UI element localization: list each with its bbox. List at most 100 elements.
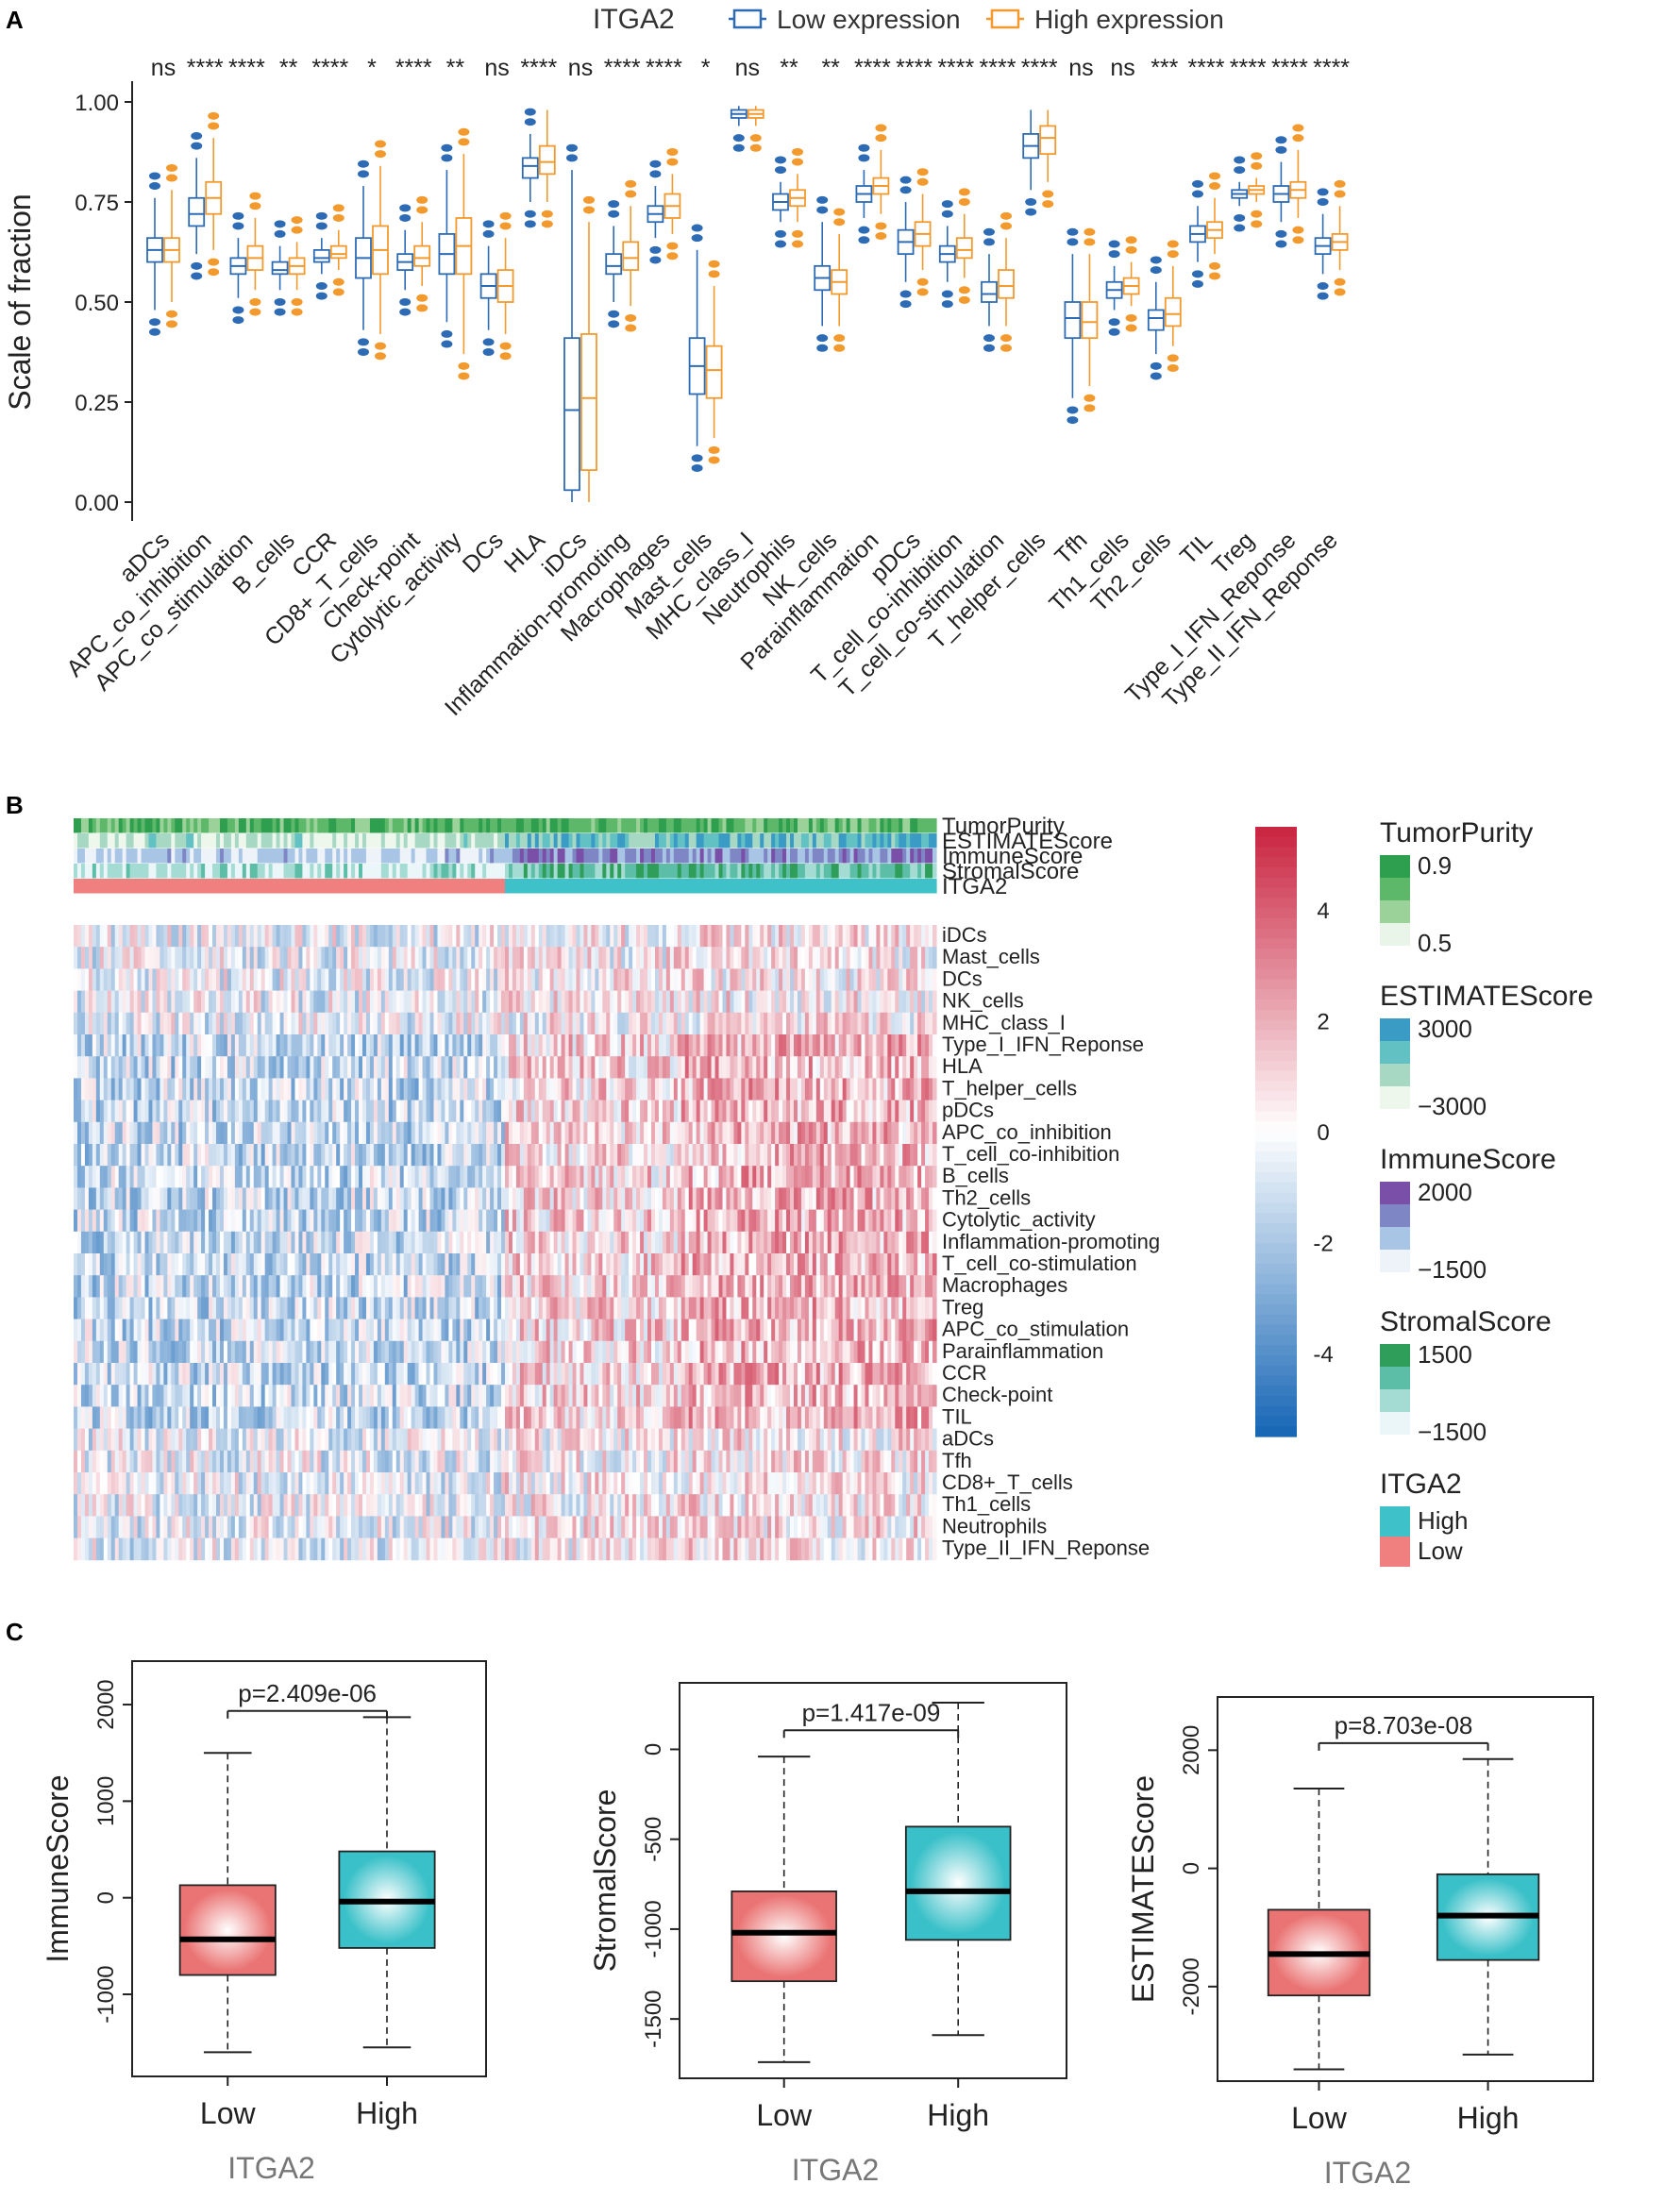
heatmap-cell: [325, 1121, 329, 1145]
heatmap-cell: [456, 1034, 461, 1057]
heatmap-cell: [133, 947, 139, 969]
outlier-point: [899, 290, 912, 298]
heatmap-cell: [508, 990, 513, 1014]
heatmap-cell: [388, 1034, 394, 1057]
heatmap-cell: [175, 1121, 179, 1145]
heatmap-cell: [287, 1078, 293, 1100]
heatmap-cell: [673, 925, 679, 948]
significance-label: ns: [1110, 55, 1134, 81]
annotation-cell: [853, 879, 859, 894]
annotation-cell: [895, 879, 899, 894]
heatmap-cell: [429, 1144, 435, 1167]
heatmap-cell: [490, 925, 495, 948]
heatmap-cell: [95, 1034, 101, 1057]
outlier-point: [792, 229, 803, 238]
heatmap-cell: [340, 1187, 344, 1210]
annotation-cell: [636, 848, 641, 864]
outlier-point: [625, 190, 637, 198]
heatmap-cell: [88, 925, 93, 948]
heatmap-cell: [512, 1121, 517, 1145]
annotation-cell: [403, 833, 409, 848]
heatmap-cell: [197, 1012, 202, 1035]
heatmap-cell: [726, 1166, 731, 1188]
heatmap-cell: [718, 1100, 724, 1123]
heatmap-cell: [823, 1100, 829, 1123]
heatmap-cell: [790, 1144, 795, 1167]
annotation-cell: [230, 848, 236, 864]
heatmap-cell: [283, 1078, 289, 1100]
annotation-cell: [380, 848, 386, 864]
annotation-cell: [771, 879, 776, 894]
annotation-cell: [249, 833, 255, 848]
heatmap-cell: [654, 1100, 660, 1123]
heatmap-cell: [632, 990, 637, 1014]
heatmap-cell: [95, 1187, 101, 1210]
heatmap-cell: [422, 1187, 428, 1210]
outlier-point: [1209, 182, 1220, 191]
annotation-cell: [325, 848, 329, 864]
annotation-cell: [365, 879, 371, 894]
heatmap-cell: [782, 1144, 787, 1167]
annotation-cell: [617, 833, 622, 848]
annotation-cell: [662, 818, 667, 833]
annotation-cell: [591, 833, 596, 848]
heatmap-row-mast-cells: [74, 947, 937, 969]
annotation-cell: [880, 833, 884, 848]
heatmap-cell: [662, 968, 667, 991]
annotation-cell: [880, 864, 884, 879]
heatmap-cell: [144, 1078, 150, 1100]
heatmap-cell: [800, 1187, 806, 1210]
heatmap-cell: [351, 1078, 356, 1100]
heatmap-cell: [714, 1034, 720, 1057]
heatmap-cell: [460, 990, 464, 1014]
heatmap-cell: [523, 947, 529, 969]
heatmap-cell: [467, 1166, 472, 1188]
annotation-cell: [764, 833, 768, 848]
annotation-cell: [287, 864, 293, 879]
heatmap-cell: [234, 947, 240, 969]
panel-a: A ITGA2 Low expression High expression S…: [3, 4, 1350, 721]
heatmap-cell: [583, 1121, 589, 1145]
heatmap-cell: [287, 947, 293, 969]
heatmap-cell: [767, 1100, 772, 1123]
heatmap-cell: [834, 1166, 840, 1188]
heatmap-cell: [718, 947, 724, 969]
heatmap-cell: [838, 1166, 844, 1188]
heatmap-cell: [279, 1078, 285, 1100]
annotation-cell: [359, 818, 363, 833]
heatmap-cell: [756, 1121, 761, 1145]
heatmap-cell: [741, 1187, 746, 1210]
annotation-cell: [812, 833, 817, 848]
heatmap-cell: [238, 1209, 244, 1233]
annotation-cell: [782, 818, 787, 833]
outlier-point: [499, 352, 512, 361]
annotation-cell: [914, 818, 918, 833]
heatmap-cell: [411, 1187, 416, 1210]
annotation-cell: [748, 848, 753, 864]
heatmap-cell: [114, 1034, 120, 1057]
heatmap-cell: [673, 1100, 679, 1123]
heatmap-cell: [272, 1056, 277, 1079]
outlier-point: [775, 229, 786, 238]
annotation-cell: [414, 879, 420, 894]
heatmap-cell: [868, 1078, 874, 1100]
heatmap-cell: [384, 947, 390, 969]
heatmap-cell: [407, 1187, 412, 1210]
heatmap-cell: [253, 1144, 259, 1167]
heatmap-cell: [137, 947, 143, 969]
heatmap-cell: [636, 1121, 641, 1145]
heatmap-cell: [669, 1100, 675, 1123]
heatmap-cell: [291, 968, 296, 991]
annotation-cell: [302, 864, 307, 879]
heatmap-cell: [193, 925, 198, 948]
annotation-cell: [209, 848, 213, 864]
heatmap-cell: [445, 925, 449, 948]
heatmap-cell: [175, 947, 179, 969]
heatmap-cell: [647, 1144, 652, 1167]
outlier-point: [858, 154, 870, 162]
low-expression-box: [938, 200, 956, 309]
annotation-cell: [359, 864, 363, 879]
heatmap-cell: [340, 990, 344, 1014]
outlier-point: [833, 218, 846, 227]
annotation-cell: [144, 833, 150, 848]
